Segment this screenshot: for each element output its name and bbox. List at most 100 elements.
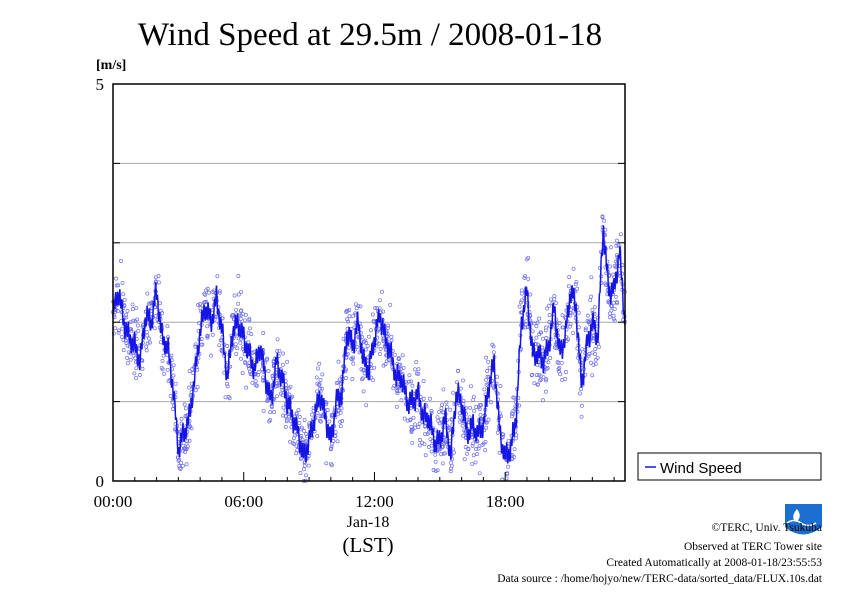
series-line-segment [401,384,404,393]
series-line-segment [239,324,242,338]
series-line-segment [318,390,321,399]
series-line-segment [443,411,446,424]
series-line-segment [476,424,479,428]
sample-point [158,301,162,306]
series-line-segment [424,403,427,415]
sample-point [473,460,478,465]
sample-point [411,415,416,420]
series-line-segment [235,321,238,329]
series-line-segment [339,392,342,400]
sample-point [376,326,381,331]
series-line-segment [392,357,395,363]
series-lines [112,225,626,464]
sample-point [528,292,533,297]
sample-point [510,414,515,419]
sample-point [215,274,220,279]
sample-point [407,373,412,378]
series-line-segment [340,386,344,406]
sample-point [557,369,561,374]
sample-point [256,372,261,377]
series-line-segment [181,431,184,443]
series-line-segment [313,414,316,432]
series-line-segment [446,432,449,437]
sample-point [130,307,135,312]
y-tick-label: 5 [96,75,105,94]
series-line-segment [548,340,551,349]
sample-point [483,448,488,453]
sample-point [268,410,273,415]
series-line-segment [579,364,582,388]
series-line-segment [204,307,207,321]
sample-point [340,419,345,423]
sample-point [338,419,343,424]
sample-point [111,331,116,336]
sample-point [292,442,297,446]
sample-point [361,368,366,373]
sample-point [344,376,348,380]
sample-point [410,440,415,445]
sample-point [593,361,598,366]
series-line-segment [405,387,408,406]
sample-point [414,371,419,376]
sample-point [317,361,322,366]
sample-point [529,373,534,378]
sample-point [563,377,568,381]
series-line-segment [121,299,124,318]
series-line-segment [215,285,218,301]
sample-point [267,419,272,424]
series-line-segment [214,296,217,307]
series-line-segment [429,423,432,431]
sample-point [236,274,241,278]
sample-point [193,344,198,349]
series-line-segment [299,440,303,453]
sample-point [238,316,243,321]
sample-point [423,453,428,458]
sample-point [401,365,406,370]
series-line-segment [173,391,176,405]
sample-point [580,347,585,352]
series-line-segment [319,401,322,411]
sample-point [386,358,391,363]
sample-point [602,218,607,223]
x-axis-label: (LST) [342,533,393,557]
sample-point [579,403,584,408]
series-line-segment [402,374,406,386]
series-line-segment [582,369,585,386]
sample-point [546,360,551,365]
series-line-segment [212,318,215,324]
series-line-segment [185,434,188,440]
series-line-segment [285,391,288,405]
sample-point [513,436,518,441]
sample-point [126,350,131,355]
sample-point [247,326,252,331]
series-line-segment [415,389,418,394]
sample-point [302,429,307,433]
sample-point [568,322,573,327]
sample-point [557,320,562,325]
sample-point [589,275,594,280]
sample-point [464,451,469,456]
series-line-segment [488,381,491,398]
sample-point [544,358,549,363]
grid-lines [113,162,625,403]
series-line-segment [297,426,300,439]
sample-point [152,326,157,331]
series-line-segment [365,375,369,379]
sample-point [300,437,305,442]
series-line-segment [427,414,431,420]
sample-point [532,381,537,386]
series-line-segment [289,396,292,402]
sample-point [394,404,399,409]
sample-point [541,375,546,380]
water-drop-icon [793,509,800,522]
sample-point [236,301,241,306]
series-line-segment [268,382,271,385]
series-line-segment [608,286,611,295]
sample-point [144,344,149,349]
sample-point [254,383,259,388]
series-line-segment [413,396,416,400]
series-line-segment [236,313,239,326]
series-line-segment [210,318,213,332]
series-line-segment [220,330,223,333]
series-line-segment [529,322,532,341]
